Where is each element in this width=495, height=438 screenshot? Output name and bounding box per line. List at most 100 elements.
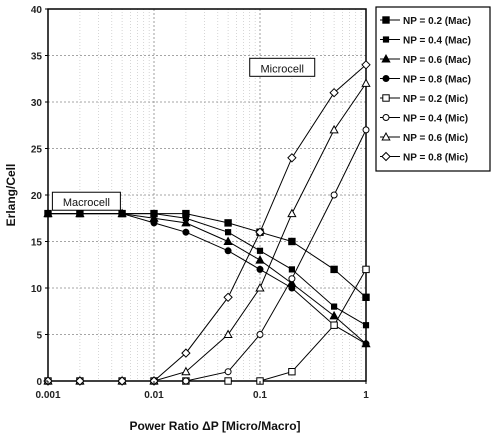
- legend-label: NP = 0.6 (Mic): [403, 133, 468, 144]
- annotation-box: [51, 191, 121, 211]
- y-tick-label: 25: [31, 145, 43, 156]
- legend: NP = 0.2 (Mac) NP = 0.4 (Mac) NP = 0.6 (Ma…: [375, 6, 491, 172]
- annotation-macrocell: Macrocell: [51, 191, 121, 211]
- x-tick-label: 0.01: [144, 390, 164, 401]
- y-tick-label: 40: [31, 5, 43, 16]
- x-axis-title: Power Ratio ΔP [Micro/Macro]: [129, 419, 300, 433]
- data-point: [362, 265, 370, 274]
- data-point: [287, 153, 297, 163]
- data-point: [288, 266, 296, 273]
- y-tick-label: 0: [36, 377, 42, 388]
- legend-label: NP = 0.2 (Mac): [403, 16, 471, 27]
- data-point: [223, 292, 233, 303]
- data-point: [287, 208, 297, 218]
- legend-marker: [382, 16, 390, 24]
- data-point: [75, 376, 85, 386]
- data-point: [362, 126, 370, 134]
- data-point: [329, 87, 339, 98]
- legend-entry-7: NP = 0.6 (Mic): [380, 131, 468, 144]
- series-8: [43, 60, 371, 386]
- tick-labels: 0 5 10 15 20 25 30 35 40 0.001 0.01 0.1 1: [31, 5, 369, 401]
- data-point: [329, 310, 339, 320]
- legend-marker: [382, 114, 390, 121]
- legend-label: NP = 0.8 (Mic): [403, 153, 468, 164]
- data-point: [224, 368, 232, 376]
- legend-label: NP = 0.4 (Mac): [403, 36, 471, 47]
- annotation-label: Macrocell: [63, 197, 110, 209]
- y-tick-label: 30: [31, 98, 43, 109]
- data-point: [181, 217, 191, 227]
- legend-marker: [381, 151, 391, 162]
- data-point: [362, 322, 370, 329]
- data-point: [288, 368, 296, 376]
- data-point: [255, 282, 265, 292]
- y-tick-label: 10: [31, 284, 43, 295]
- series-layer: [43, 60, 371, 386]
- data-point: [330, 265, 338, 274]
- data-point: [117, 376, 127, 386]
- x-tick-label: 0.001: [35, 390, 60, 401]
- legend-label: NP = 0.8 (Mac): [403, 75, 471, 86]
- series-line: [48, 213, 367, 326]
- data-point: [182, 228, 190, 236]
- annotation-label: Microcell: [261, 63, 304, 75]
- data-point: [288, 284, 296, 292]
- y-tick-label: 15: [31, 238, 43, 249]
- legend-marker: [381, 53, 391, 63]
- legend-marker: [382, 94, 390, 102]
- data-point: [181, 348, 191, 358]
- y-tick-label: 35: [31, 52, 43, 63]
- data-point: [255, 227, 265, 237]
- legend-entry-5: NP = 0.2 (Mic): [380, 94, 468, 105]
- legend-entry-3: NP = 0.6 (Mac): [380, 53, 471, 66]
- annotations: Microcell Macrocell: [51, 57, 316, 211]
- data-point: [224, 377, 232, 385]
- data-point: [362, 340, 370, 348]
- legend-label: NP = 0.2 (Mic): [403, 94, 468, 105]
- data-point: [224, 247, 232, 255]
- series-2: [44, 210, 370, 329]
- data-point: [330, 303, 338, 310]
- x-tick-label: 1: [363, 390, 369, 401]
- annotation-box: [249, 57, 316, 77]
- series-4: [44, 210, 370, 348]
- legend-marker: [382, 75, 390, 82]
- series-6: [44, 126, 370, 385]
- data-point: [288, 275, 296, 283]
- series-1: [44, 209, 370, 302]
- data-point: [361, 60, 371, 70]
- data-point: [223, 236, 233, 245]
- series-line: [48, 213, 367, 345]
- data-point: [224, 219, 232, 227]
- data-point: [362, 293, 370, 302]
- data-point: [256, 265, 264, 273]
- data-point: [256, 247, 264, 254]
- x-tick-label: 0.1: [253, 390, 267, 401]
- legend-entry-6: NP = 0.4 (Mic): [380, 114, 468, 125]
- legend-entry-1: NP = 0.2 (Mac): [380, 16, 471, 27]
- y-tick-label: 20: [31, 191, 43, 202]
- legend-box: [375, 6, 491, 172]
- annotation-microcell: Microcell: [249, 57, 316, 77]
- y-axis-title: Erlang/Cell: [4, 164, 18, 227]
- data-point: [182, 377, 190, 385]
- data-point: [329, 124, 339, 134]
- data-point: [255, 255, 265, 264]
- data-point: [330, 191, 338, 199]
- data-point: [118, 210, 126, 218]
- y-tick-label: 5: [36, 331, 42, 342]
- legend-entry-8: NP = 0.8 (Mic): [380, 151, 468, 164]
- series-3: [43, 208, 371, 348]
- data-point: [223, 329, 233, 338]
- data-point: [150, 219, 158, 227]
- data-point: [76, 210, 84, 218]
- data-point: [181, 366, 191, 376]
- legend-marker: [382, 36, 390, 43]
- data-point: [361, 78, 371, 87]
- series-line: [48, 64, 367, 382]
- data-point: [288, 237, 296, 246]
- legend-entry-2: NP = 0.4 (Mac): [380, 36, 471, 47]
- legend-label: NP = 0.6 (Mac): [403, 55, 471, 66]
- series-line: [48, 213, 367, 345]
